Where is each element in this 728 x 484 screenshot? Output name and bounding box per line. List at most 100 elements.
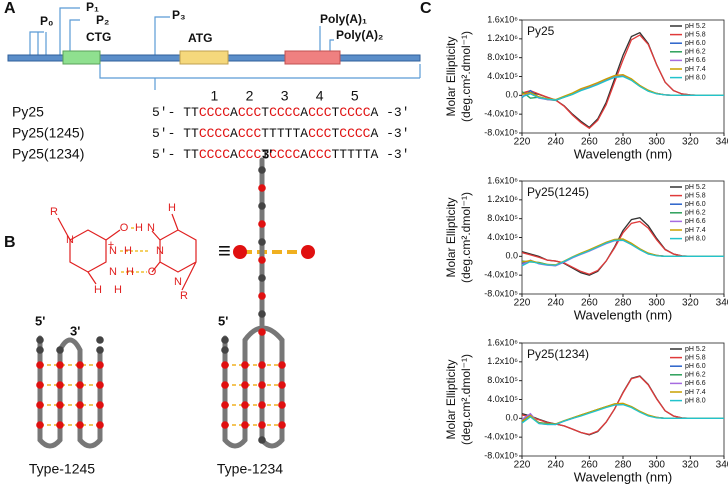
nucleotide — [56, 421, 64, 429]
sequence-segment: A -3' — [371, 105, 410, 120]
nucleotide — [56, 346, 64, 354]
x-axis-label: Wavelength (nm) — [574, 146, 673, 161]
fold-end: 3' — [70, 323, 80, 338]
sequence-segment: A — [230, 147, 238, 162]
atom-label: H — [124, 245, 132, 257]
repeat-number: 1 — [211, 88, 219, 104]
x-tick-label: 240 — [547, 298, 564, 309]
sequence-segment: CCCC — [199, 105, 230, 120]
atom-label: O — [148, 266, 157, 278]
atom-label: N — [66, 234, 74, 246]
line-series — [521, 403, 724, 425]
sequence-segment: CCC — [308, 126, 332, 141]
atom-label: H — [168, 202, 176, 214]
nucleotide — [258, 361, 266, 369]
nucleotide — [76, 421, 84, 429]
legend-label: pH 6.0 — [685, 201, 706, 208]
nucleotide — [96, 346, 104, 354]
panel-label: C — [420, 0, 432, 17]
x-tick-label: 260 — [581, 298, 598, 309]
nucleotide — [241, 361, 249, 369]
sequence-name: Py25(1245) — [12, 125, 84, 141]
codon-label: ATG — [188, 31, 212, 45]
line-series — [521, 75, 724, 101]
sequence-segment: CCCC — [199, 147, 230, 162]
atom-label: H — [114, 284, 122, 296]
nucleotide — [221, 421, 229, 429]
nucleotide — [36, 421, 44, 429]
nucleotide — [36, 381, 44, 389]
sequence-segment: CCCC — [339, 126, 370, 141]
y-tick-label: 1.6x10⁶ — [487, 175, 518, 185]
x-axis-label: Wavelength (nm) — [574, 307, 673, 322]
fold-end: 5' — [218, 313, 228, 328]
nucleotide — [56, 401, 64, 409]
legend-label: pH 6.6 — [685, 380, 706, 387]
ctg-box — [62, 50, 101, 65]
sequence-segment: CCC — [238, 147, 262, 162]
nucleotide — [258, 238, 266, 246]
sequence-name: Py25 — [12, 104, 44, 120]
sequence-segment: T — [331, 126, 339, 141]
repeat-number: 5 — [351, 88, 359, 104]
sequence-segment: CCCC — [269, 147, 300, 162]
x-tick-label: 340 — [716, 460, 728, 471]
nucleotide — [278, 421, 286, 429]
nucleotide — [278, 381, 286, 389]
y-axis-label: (deg.cm².dmol⁻¹) — [459, 354, 473, 445]
sequence-segment: 5'- TT — [152, 126, 199, 141]
polya-label: Poly(A)₁ — [320, 12, 367, 26]
nucleotide — [258, 202, 266, 210]
nucleotide — [258, 436, 266, 444]
atom-label: N — [109, 245, 117, 257]
promoter-label: P₀ — [40, 14, 53, 28]
y-tick-label: -4.0x10⁵ — [484, 270, 518, 280]
legend-label: pH 8.0 — [685, 397, 706, 404]
y-axis-label: Molar Ellipticity — [444, 197, 458, 277]
y-tick-label: 4.0x10⁵ — [487, 232, 518, 242]
sequence-segment: CCC — [238, 126, 262, 141]
legend-label: pH 6.2 — [685, 372, 706, 379]
promoter-lines — [29, 7, 334, 55]
atom-label: N — [174, 276, 182, 288]
x-tick-label: 320 — [682, 298, 699, 309]
y-tick-label: 1.2x10⁶ — [487, 33, 518, 43]
x-tick-label: 300 — [648, 460, 665, 471]
atom-label: R — [50, 206, 58, 218]
line-series — [521, 239, 724, 267]
atom-label: H — [94, 284, 102, 296]
sequence-segment: T — [261, 147, 269, 162]
sequence: 5'- TTCCCCACCCTCCCCACCCTCCCCA -3' — [152, 105, 410, 120]
nucleotide — [241, 421, 249, 429]
sequences: Py25 5'- TTCCCCACCCTCCCCACCCTCCCCA -3'Py2… — [12, 88, 410, 163]
legend-label: pH 6.2 — [685, 49, 706, 56]
line-series — [521, 402, 724, 425]
fold-name: Type-1245 — [29, 461, 95, 477]
nucleotide — [278, 401, 286, 409]
legend-label: pH 8.0 — [685, 74, 706, 81]
pair-dot — [301, 245, 315, 259]
nucleotide — [96, 336, 104, 344]
line-series — [521, 403, 724, 426]
y-tick-label: 1.2x10⁶ — [487, 194, 518, 204]
legend-label: pH 6.0 — [685, 363, 706, 370]
legend-label: pH 7.4 — [685, 389, 706, 396]
x-tick-label: 240 — [547, 137, 564, 148]
atom-label: H — [135, 222, 143, 234]
nucleotide — [221, 401, 229, 409]
y-tick-label: -4.0x10⁵ — [484, 109, 518, 119]
y-tick-label: -8.0x10⁵ — [484, 127, 518, 137]
panel-label: B — [4, 234, 16, 251]
fold-end: 5' — [35, 313, 45, 328]
repeat-number: 3 — [281, 88, 289, 104]
sequence-segment: 5'- TT — [152, 105, 199, 120]
x-tick-label: 300 — [648, 137, 665, 148]
nucleotide — [76, 381, 84, 389]
x-tick-label: 320 — [682, 137, 699, 148]
x-tick-label: 220 — [514, 460, 531, 471]
x-tick-label: 340 — [716, 298, 728, 309]
gene-map: P₀ P₁ P₂ P₃ CTG ATG Poly(A)₁ Poly(A)₂ — [7, 0, 421, 90]
x-tick-label: 320 — [682, 460, 699, 471]
fold-end: 3' — [262, 146, 272, 161]
